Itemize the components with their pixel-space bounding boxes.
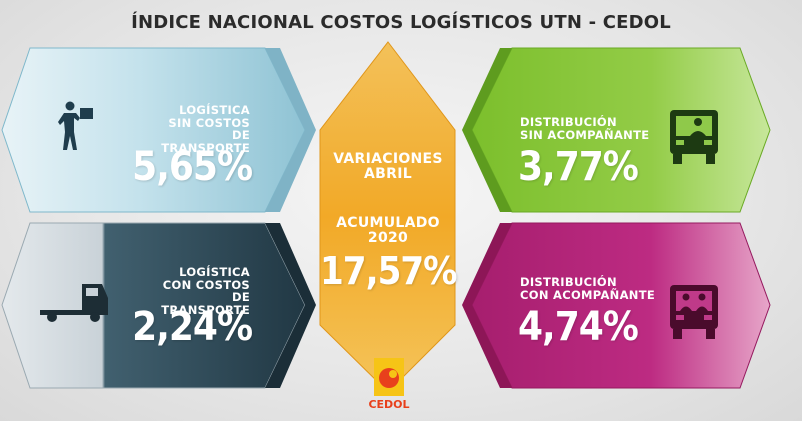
label-line: LOGÍSTICA	[179, 265, 250, 279]
tile-bottom-left-value: 2,24%	[132, 304, 253, 350]
worker-carrying-box-icon	[58, 101, 93, 150]
center-label-acumulado: ACUMULADO 2020	[322, 216, 454, 246]
truck-icon	[40, 284, 108, 322]
tile-bottom-left-shape	[1, 222, 316, 389]
tile-bottom-right-shape	[462, 222, 771, 389]
label-line: DISTRIBUCIÓN	[520, 275, 617, 289]
page-title: ÍNDICE NACIONAL COSTOS LOGÍSTICOS UTN - …	[131, 12, 671, 33]
label-line: LOGÍSTICA	[179, 103, 250, 117]
tile-bottom-right-value: 4,74%	[518, 304, 639, 350]
tile-top-right-shape	[462, 47, 771, 213]
label-line: 2020	[367, 230, 409, 246]
label-line: VARIACIONES	[333, 151, 443, 167]
label-line: TRANSPORTE	[161, 140, 250, 155]
tile-top-right-value: 3,77%	[518, 144, 639, 190]
label-line: DISTRIBUCIÓN	[520, 115, 617, 129]
label-line: ACUMULADO	[336, 215, 440, 231]
truck-front-one-driver-icon	[670, 110, 718, 164]
label-line: CON COSTOS DE	[162, 277, 250, 304]
label-line: CON ACOMPAÑANTE	[520, 287, 656, 302]
tile-top-left-shape	[1, 47, 316, 213]
center-label-variaciones: VARIACIONES ABRIL	[322, 152, 454, 182]
tile-top-left-label: LOGÍSTICA SIN COSTOS DE TRANSPORTE	[150, 104, 250, 154]
label-line: TRANSPORTE	[161, 302, 250, 317]
tile-top-right-label: DISTRIBUCIÓN SIN ACOMPAÑANTE	[520, 116, 660, 141]
truck-front-two-people-icon	[670, 285, 718, 339]
tile-bottom-left-label: LOGÍSTICA CON COSTOS DE TRANSPORTE	[150, 266, 250, 316]
tile-top-left-value: 5,65%	[132, 144, 253, 190]
label-line: SIN ACOMPAÑANTE	[520, 127, 650, 142]
center-value: 17,57%	[320, 249, 457, 293]
label-line: SIN COSTOS DE	[168, 115, 250, 142]
cedol-logo-text: CEDOL	[368, 398, 410, 411]
cedol-logo-mark	[374, 358, 404, 396]
label-line: ABRIL	[364, 166, 412, 182]
tile-bottom-right-label: DISTRIBUCIÓN CON ACOMPAÑANTE	[520, 276, 660, 301]
